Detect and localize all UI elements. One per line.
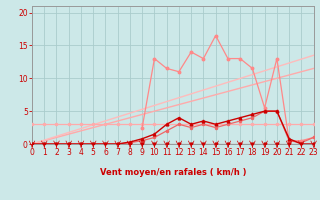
X-axis label: Vent moyen/en rafales ( km/h ): Vent moyen/en rafales ( km/h ) xyxy=(100,168,246,177)
